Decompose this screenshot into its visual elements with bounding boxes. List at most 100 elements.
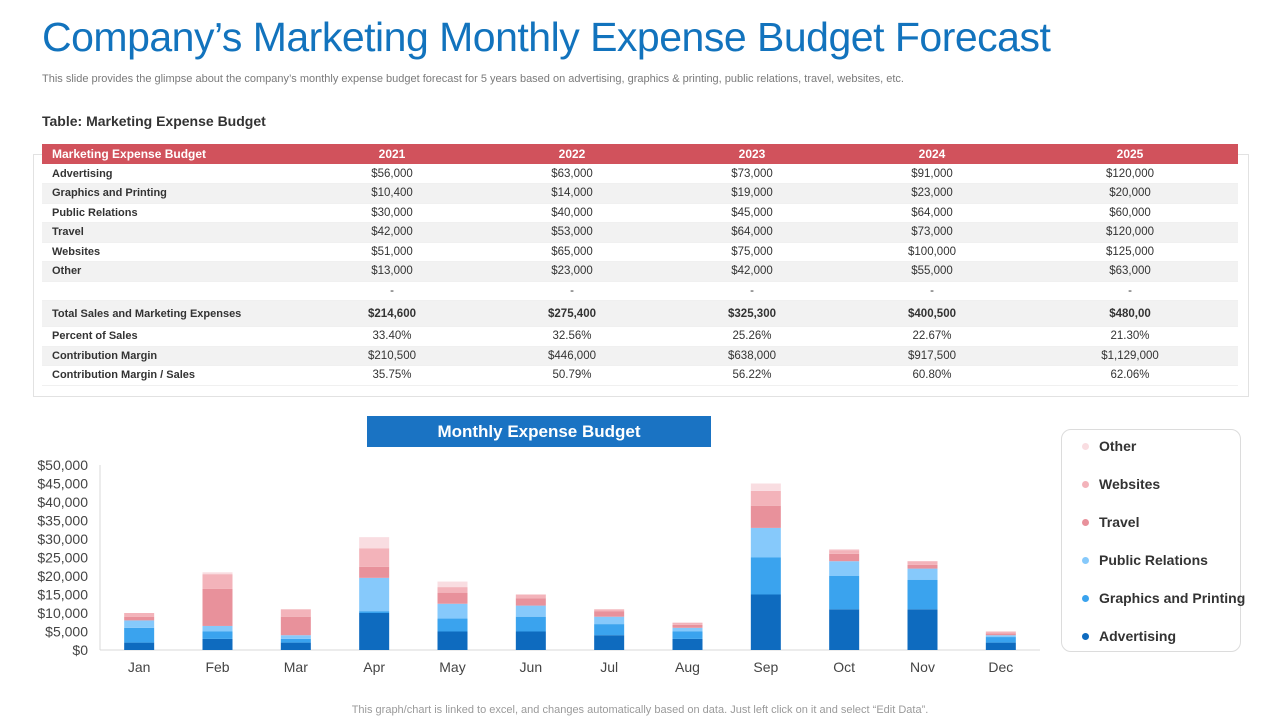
- bar-segment-travel: [829, 553, 860, 562]
- table-cell: $64,000: [842, 203, 1022, 223]
- y-tick-label: $40,000: [37, 494, 88, 510]
- table-row: Contribution Margin / Sales 35.75% 50.79% 5…: [42, 365, 1238, 386]
- bar-segment-other: [437, 581, 468, 588]
- bar-segment-public-relations: [202, 625, 233, 632]
- bar-segment-other: [750, 483, 781, 491]
- bar-segment-advertising: [672, 638, 703, 650]
- row-label: Public Relations: [42, 203, 302, 223]
- x-tick-label: Sep: [753, 659, 778, 675]
- x-tick-label: Feb: [205, 659, 229, 675]
- x-tick-label: Jul: [600, 659, 618, 675]
- bar-segment-websites: [672, 622, 703, 625]
- x-tick-label: Jun: [520, 659, 543, 675]
- y-tick-label: $35,000: [37, 513, 88, 529]
- table-row: Percent of Sales 33.40% 32.56% 25.26% 22.67%…: [42, 326, 1238, 347]
- bar-segment-advertising: [359, 613, 390, 650]
- y-tick-label: $15,000: [37, 587, 88, 603]
- table-cell: -: [842, 281, 1022, 301]
- bar-segment-public-relations: [124, 620, 155, 628]
- legend-item: Advertising: [1082, 628, 1176, 644]
- bar-segment-public-relations: [750, 527, 781, 558]
- table-cell: 56.22%: [662, 365, 842, 386]
- table-cell: $214,600: [302, 300, 482, 327]
- table-cell: $1,129,000: [1022, 346, 1238, 366]
- x-tick-label: Aug: [675, 659, 700, 675]
- table-cell: -: [662, 281, 842, 301]
- y-tick-label: $20,000: [37, 568, 88, 584]
- row-label: Advertising: [42, 164, 302, 184]
- bar-segment-graphics-and-printing: [280, 638, 311, 643]
- table-cell: $40,000: [482, 203, 662, 223]
- table-cell: $400,500: [842, 300, 1022, 327]
- row-label: Total Sales and Marketing Expenses: [42, 300, 302, 327]
- y-tick-label: $45,000: [37, 476, 88, 492]
- bar-segment-graphics-and-printing: [124, 627, 155, 643]
- bar-segment-public-relations: [829, 561, 860, 576]
- bar-segment-public-relations: [907, 568, 938, 580]
- legend-label: Travel: [1099, 514, 1140, 530]
- table-header-cell: 2024: [842, 144, 1022, 164]
- bar-segment-graphics-and-printing: [750, 557, 781, 595]
- table-cell: $13,000: [302, 261, 482, 282]
- row-label: Websites: [42, 242, 302, 262]
- legend-item: Websites: [1082, 476, 1160, 492]
- bar-segment-graphics-and-printing: [594, 624, 625, 636]
- table-header-cell: 2021: [302, 144, 482, 164]
- table-cell: $30,000: [302, 203, 482, 223]
- bar-segment-websites: [829, 550, 860, 554]
- bar-segment-other: [359, 537, 390, 549]
- page-title: Company’s Marketing Monthly Expense Budg…: [42, 14, 1051, 60]
- table-cell: $91,000: [842, 164, 1022, 184]
- chart-legend: Other Websites Travel Public Relations Graph…: [1061, 429, 1245, 652]
- bar-segment-graphics-and-printing: [907, 579, 938, 610]
- x-tick-label: May: [439, 659, 465, 675]
- row-label: [42, 281, 302, 301]
- row-label: Graphics and Printing: [42, 183, 302, 204]
- bar-segment-websites: [280, 609, 311, 617]
- bar-segment-graphics-and-printing: [515, 616, 546, 632]
- legend-item: Other: [1082, 438, 1136, 454]
- legend-item: Public Relations: [1082, 552, 1208, 568]
- bar-segment-other: [202, 572, 233, 575]
- table-row: Websites $51,000 $65,000 $75,000 $100,000 $12…: [42, 242, 1238, 262]
- table-cell: $120,000: [1022, 222, 1238, 243]
- table-cell: -: [482, 281, 662, 301]
- table-cell: -: [302, 281, 482, 301]
- legend-item: Travel: [1082, 514, 1139, 530]
- bar-segment-public-relations: [280, 635, 311, 639]
- table-cell: 50.79%: [482, 365, 662, 386]
- x-tick-label: Nov: [910, 659, 935, 675]
- table-header-cell: Marketing Expense Budget: [42, 144, 302, 164]
- bar-segment-public-relations: [437, 603, 468, 619]
- y-tick-label: $5,000: [45, 624, 88, 640]
- table-cell: $917,500: [842, 346, 1022, 366]
- bar-segment-public-relations: [672, 627, 703, 632]
- table-cell: $73,000: [662, 164, 842, 184]
- bar-segment-advertising: [594, 635, 625, 650]
- table-cell: $42,000: [662, 261, 842, 282]
- legend-label: Public Relations: [1099, 552, 1208, 568]
- x-tick-label: Apr: [363, 659, 385, 675]
- table-cell: $23,000: [482, 261, 662, 282]
- bar-segment-websites: [594, 609, 625, 612]
- bar-segment-advertising: [280, 642, 311, 650]
- table-cell: $51,000: [302, 242, 482, 262]
- bar-segment-travel: [515, 598, 546, 606]
- table-row: Total Sales and Marketing Expenses $214,6…: [42, 300, 1238, 327]
- table-cell: $446,000: [482, 346, 662, 366]
- bar-segment-websites: [750, 490, 781, 506]
- table-cell: 33.40%: [302, 326, 482, 347]
- bar-segment-graphics-and-printing: [672, 631, 703, 639]
- legend-marker-icon: [1082, 518, 1089, 526]
- table-cell: 22.67%: [842, 326, 1022, 347]
- budget-table: Marketing Expense Budget 2021 2022 2023 …: [42, 144, 1238, 386]
- table-cell: $638,000: [662, 346, 842, 366]
- table-cell: $53,000: [482, 222, 662, 243]
- table-cell: $75,000: [662, 242, 842, 262]
- bar-segment-travel: [359, 566, 390, 578]
- table-cell: $19,000: [662, 183, 842, 204]
- table-header-cell: 2022: [482, 144, 662, 164]
- table-cell: $60,000: [1022, 203, 1238, 223]
- table-row: Contribution Margin $210,500 $446,000 $638,…: [42, 346, 1238, 366]
- bar-segment-websites: [907, 561, 938, 565]
